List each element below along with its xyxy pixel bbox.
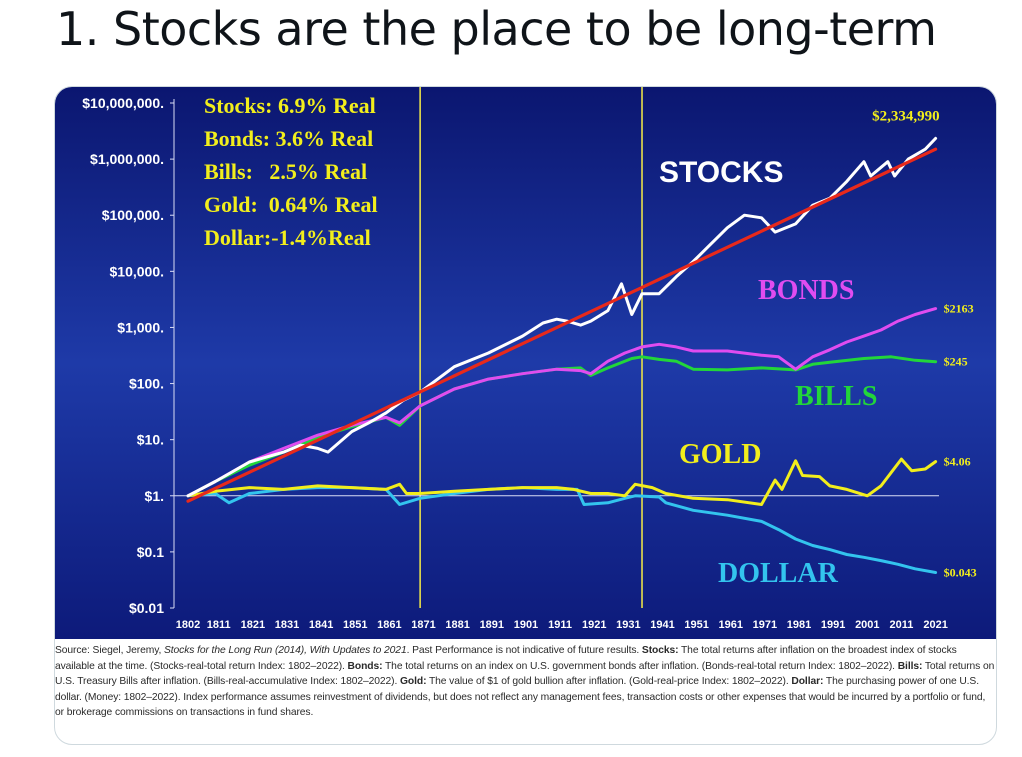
x-tick-label-6: 1861 [377, 619, 401, 631]
series-line-bonds [186, 307, 938, 498]
source-bills-label: Bills: [897, 660, 923, 672]
series-name-label-stocks: STOCKS [659, 156, 783, 189]
x-tick-label-10: 1901 [514, 619, 538, 631]
source-stocks-text: The total returns after inflation on the… [55, 645, 957, 672]
x-tick-label-19: 1991 [821, 619, 845, 631]
x-tick-label-21: 2011 [890, 619, 914, 631]
legend-rate-3: Gold: 0.64% Real [204, 192, 378, 217]
series-end-label-gold: $4.06 [944, 455, 971, 469]
y-tick-label-5: $100. [129, 376, 164, 392]
series-line-bills [186, 355, 938, 498]
series-line-gold [186, 457, 938, 506]
legend-rate-1: Bonds: 3.6% Real [204, 126, 373, 151]
series-name-label-gold: GOLD [679, 439, 761, 470]
x-tick-label-16: 1961 [719, 619, 743, 631]
x-tick-label-4: 1841 [309, 619, 333, 631]
x-tick-label-15: 1951 [684, 619, 708, 631]
legend-rate-2: Bills: 2.5% Real [204, 159, 367, 184]
y-tick-label-7: $1. [145, 488, 164, 504]
y-tick-label-9: $0.01 [129, 600, 164, 616]
y-tick-label-0: $10,000,000. [82, 95, 164, 111]
source-gold-text: The value of $1 of gold bullion after in… [426, 676, 792, 687]
source-prefix: Source: Siegel, Jeremy, [55, 645, 165, 656]
x-tick-label-1: 1811 [207, 619, 231, 631]
source-bills-text: Total returns on U.S. Treasury Bills aft… [55, 660, 995, 688]
x-tick-label-7: 1871 [411, 619, 435, 631]
source-bonds-text: The total returns on an index on U.S. go… [382, 660, 898, 672]
x-tick-label-18: 1981 [787, 619, 811, 631]
y-tick-label-1: $1,000,000. [90, 151, 164, 167]
x-tick-label-3: 1831 [275, 619, 299, 631]
source-dollar-label: Dollar: [791, 676, 824, 687]
chart-svg: $10,000,000. $1,000,000. $100,000. $10,000.… [82, 87, 977, 631]
series-end-label-bonds: $2163 [944, 302, 974, 316]
legend-rate-0: Stocks: 6.9% Real [204, 93, 376, 118]
x-tick-label-14: 1941 [650, 619, 674, 631]
series-line-trend [186, 147, 938, 503]
source-note: Source: Siegel, Jeremy, Stocks for the L… [55, 643, 996, 721]
source-bonds-label: Bonds: [347, 660, 383, 672]
x-tick-label-22: 2021 [923, 619, 947, 631]
y-tick-label-4: $1,000. [117, 319, 164, 335]
source-disclaimer: . Past Performance is not indicative of … [406, 645, 642, 656]
x-tick-label-9: 1891 [480, 619, 504, 631]
x-tick-label-5: 1851 [343, 619, 367, 631]
series-end-label-stocks: $2,334,990 [872, 108, 940, 124]
x-tick-label-12: 1921 [582, 619, 606, 631]
page-title: 1. Stocks are the place to be long-term [56, 2, 937, 56]
y-tick-label-3: $10,000. [110, 263, 165, 279]
source-book-title: Stocks for the Long Run (2014), With Upd… [164, 645, 407, 656]
x-tick-label-2: 1821 [241, 619, 265, 631]
y-tick-label-6: $10. [137, 432, 164, 448]
series-end-label-bills: $245 [944, 355, 968, 369]
x-tick-label-8: 1881 [445, 619, 469, 631]
source-gold-label: Gold: [400, 676, 427, 687]
series-name-label-bonds: BONDS [758, 275, 854, 306]
chart-plot-area: $10,000,000. $1,000,000. $100,000. $10,000.… [55, 87, 996, 639]
x-tick-label-13: 1931 [616, 619, 640, 631]
series-name-label-dollar: DOLLAR [718, 558, 839, 589]
x-tick-label-0: 1802 [176, 619, 200, 631]
chart-card[interactable]: $10,000,000. $1,000,000. $100,000. $10,000.… [54, 86, 997, 745]
legend-rate-4: Dollar:-1.4%Real [204, 225, 371, 250]
source-stocks-label: Stocks: [641, 645, 679, 656]
x-tick-label-11: 1911 [548, 619, 572, 631]
y-tick-label-8: $0.1 [137, 544, 164, 560]
x-tick-label-17: 1971 [753, 619, 777, 631]
source-dollar-text: The purchasing power of one U.S. dollar.… [55, 676, 986, 718]
y-tick-label-2: $100,000. [102, 207, 164, 223]
series-name-label-bills: BILLS [795, 381, 878, 412]
series-line-stocks [186, 136, 938, 498]
x-tick-label-20: 2001 [855, 619, 879, 631]
series-end-label-dollar: $0.043 [944, 565, 977, 579]
